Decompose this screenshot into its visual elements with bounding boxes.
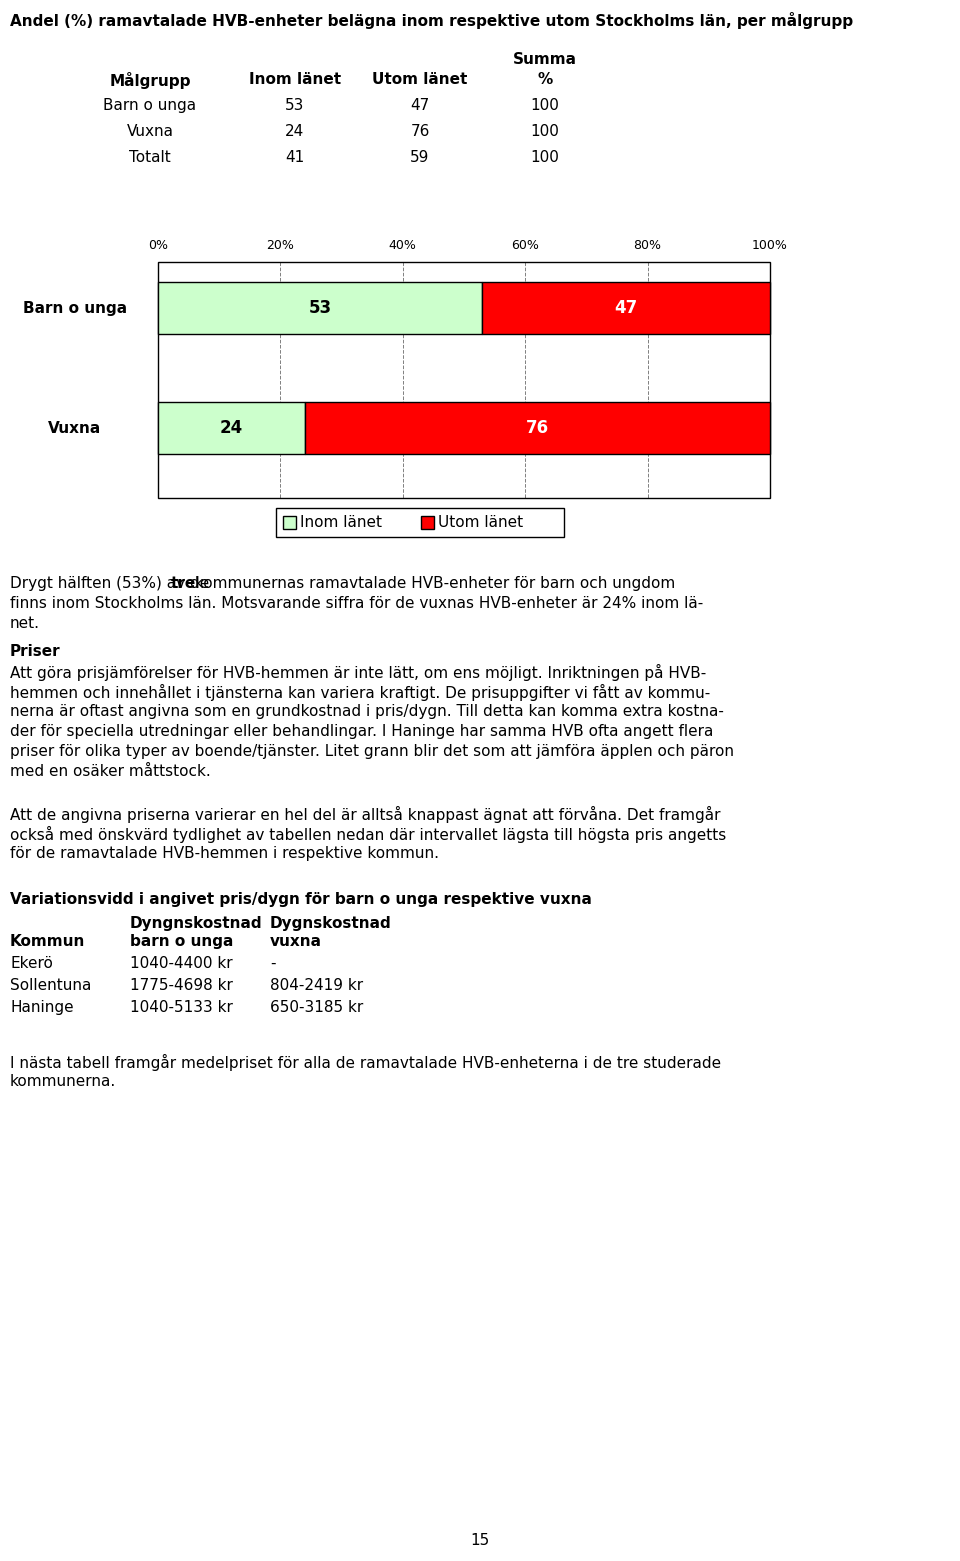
Text: 80%: 80% xyxy=(634,239,661,251)
Text: 60%: 60% xyxy=(512,239,540,251)
Bar xyxy=(421,517,434,529)
Bar xyxy=(305,403,770,454)
Text: 40%: 40% xyxy=(389,239,417,251)
Text: Drygt hälften (53%) av de: Drygt hälften (53%) av de xyxy=(10,576,214,592)
Bar xyxy=(283,517,296,529)
Text: Barn o unga: Barn o unga xyxy=(104,98,197,112)
Text: 53: 53 xyxy=(285,98,304,112)
Text: 100%: 100% xyxy=(752,239,788,251)
Bar xyxy=(276,507,564,537)
Text: Inom länet: Inom länet xyxy=(300,515,382,531)
Text: Totalt: Totalt xyxy=(130,150,171,165)
Text: 100: 100 xyxy=(531,98,560,112)
Text: Ekerö: Ekerö xyxy=(10,955,53,971)
Text: 76: 76 xyxy=(410,123,430,139)
Text: Vuxna: Vuxna xyxy=(48,420,102,436)
Text: Summa: Summa xyxy=(513,52,577,67)
Text: tre: tre xyxy=(171,576,196,592)
Text: 100: 100 xyxy=(531,150,560,165)
Text: 1040-4400 kr: 1040-4400 kr xyxy=(130,955,232,971)
Text: 20%: 20% xyxy=(267,239,295,251)
Text: barn o unga: barn o unga xyxy=(130,933,233,949)
Text: nerna är oftast angivna som en grundkostnad i pris/dygn. Till detta kan komma ex: nerna är oftast angivna som en grundkost… xyxy=(10,704,724,720)
Text: Utom länet: Utom länet xyxy=(438,515,523,531)
Text: 650-3185 kr: 650-3185 kr xyxy=(270,1001,363,1015)
Text: 47: 47 xyxy=(410,98,430,112)
Bar xyxy=(158,283,482,334)
Text: Dyngnskostnad: Dyngnskostnad xyxy=(130,916,263,930)
Text: Barn o unga: Barn o unga xyxy=(23,301,127,315)
Text: 76: 76 xyxy=(526,418,549,437)
Text: med en osäker måttstock.: med en osäker måttstock. xyxy=(10,763,211,779)
Text: -: - xyxy=(270,955,276,971)
Text: priser för olika typer av boende/tjänster. Litet grann blir det som att jämföra : priser för olika typer av boende/tjänste… xyxy=(10,745,734,759)
Text: 100: 100 xyxy=(531,123,560,139)
Text: Sollentuna: Sollentuna xyxy=(10,979,91,993)
Bar xyxy=(482,283,770,334)
Text: 1040-5133 kr: 1040-5133 kr xyxy=(130,1001,233,1015)
Text: Priser: Priser xyxy=(10,645,60,659)
Text: der för speciella utredningar eller behandlingar. I Haninge har samma HVB ofta a: der för speciella utredningar eller beha… xyxy=(10,724,713,738)
Text: I nästa tabell framgår medelpriset för alla de ramavtalade HVB-enheterna i de tr: I nästa tabell framgår medelpriset för a… xyxy=(10,1054,721,1071)
Text: 1775-4698 kr: 1775-4698 kr xyxy=(130,979,233,993)
Text: 804-2419 kr: 804-2419 kr xyxy=(270,979,363,993)
Text: 24: 24 xyxy=(285,123,304,139)
Text: kommunernas ramavtalade HVB-enheter för barn och ungdom: kommunernas ramavtalade HVB-enheter för … xyxy=(190,576,676,592)
Text: också med önskvärd tydlighet av tabellen nedan där intervallet lägsta till högst: också med önskvärd tydlighet av tabellen… xyxy=(10,826,727,843)
Text: 15: 15 xyxy=(470,1533,490,1549)
Text: 41: 41 xyxy=(285,150,304,165)
Text: vuxna: vuxna xyxy=(270,933,322,949)
Text: Dygnskostnad: Dygnskostnad xyxy=(270,916,392,930)
Text: Haninge: Haninge xyxy=(10,1001,74,1015)
Text: 59: 59 xyxy=(410,150,430,165)
Text: för de ramavtalade HVB-hemmen i respektive kommun.: för de ramavtalade HVB-hemmen i respekti… xyxy=(10,846,439,862)
Bar xyxy=(158,403,305,454)
Text: Vuxna: Vuxna xyxy=(127,123,174,139)
Text: %: % xyxy=(538,72,553,87)
Text: Variationsvidd i angivet pris/dygn för barn o unga respektive vuxna: Variationsvidd i angivet pris/dygn för b… xyxy=(10,891,592,907)
Text: 47: 47 xyxy=(614,300,637,317)
Text: 53: 53 xyxy=(308,300,332,317)
Text: Utom länet: Utom länet xyxy=(372,72,468,87)
Bar xyxy=(158,262,770,498)
Text: Att göra prisjämförelser för HVB-hemmen är inte lätt, om ens möjligt. Inriktning: Att göra prisjämförelser för HVB-hemmen … xyxy=(10,663,707,681)
Text: net.: net. xyxy=(10,617,40,631)
Text: 0%: 0% xyxy=(148,239,168,251)
Text: 24: 24 xyxy=(220,418,243,437)
Text: finns inom Stockholms län. Motsvarande siffra för de vuxnas HVB-enheter är 24% i: finns inom Stockholms län. Motsvarande s… xyxy=(10,596,704,610)
Text: kommunerna.: kommunerna. xyxy=(10,1074,116,1090)
Text: Målgrupp: Målgrupp xyxy=(109,72,191,89)
Text: Att de angivna priserna varierar en hel del är alltså knappast ägnat att förvåna: Att de angivna priserna varierar en hel … xyxy=(10,805,721,823)
Text: Kommun: Kommun xyxy=(10,933,85,949)
Text: Andel (%) ramavtalade HVB-enheter belägna inom respektive utom Stockholms län, p: Andel (%) ramavtalade HVB-enheter belägn… xyxy=(10,12,853,30)
Text: Inom länet: Inom länet xyxy=(249,72,341,87)
Text: hemmen och innehållet i tjänsterna kan variera kraftigt. De prisuppgifter vi fåt: hemmen och innehållet i tjänsterna kan v… xyxy=(10,684,710,701)
